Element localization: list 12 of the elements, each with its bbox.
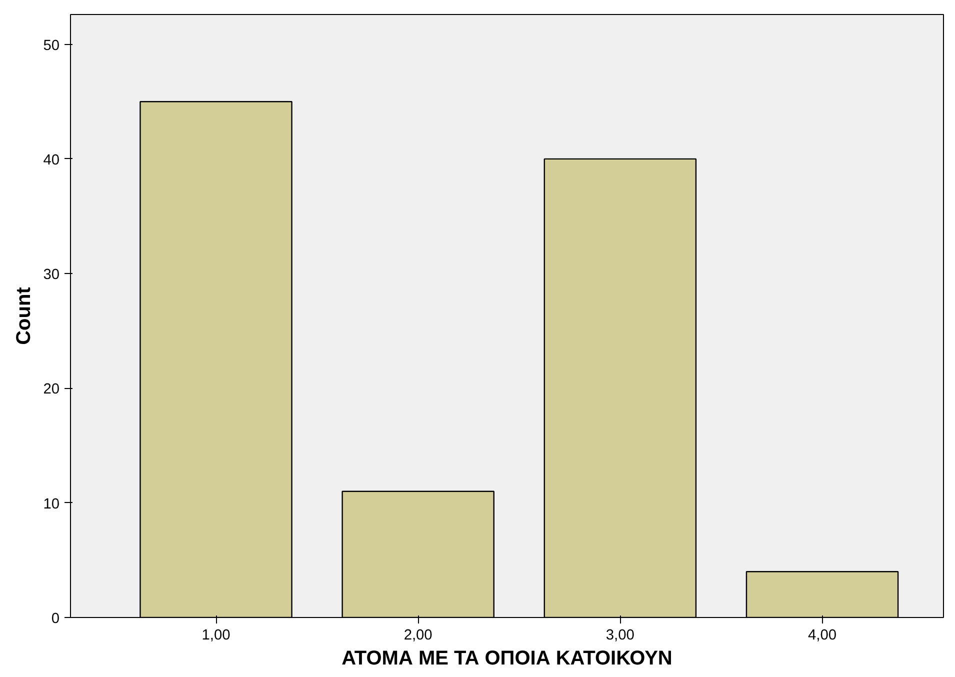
y-axis-title: Count [13, 286, 36, 345]
x-tick-label: 1,00 [202, 628, 230, 644]
y-tick-label: 50 [43, 38, 60, 54]
y-tick-label: 40 [43, 152, 60, 168]
y-tick-label: 10 [43, 496, 60, 512]
y-tick-label: 20 [43, 382, 60, 398]
y-tick-label: 0 [51, 611, 60, 627]
y-tick-label: 30 [43, 267, 60, 284]
x-axis-title: ΑΤΟΜΑ ΜΕ ΤΑ ΟΠΟΙΑ ΚΑΤΟΙΚΟΥΝ [342, 648, 672, 670]
x-tick-label: 3,00 [606, 628, 634, 644]
x-tick-label: 4,00 [808, 628, 837, 644]
x-tick-label: 2,00 [404, 628, 432, 644]
